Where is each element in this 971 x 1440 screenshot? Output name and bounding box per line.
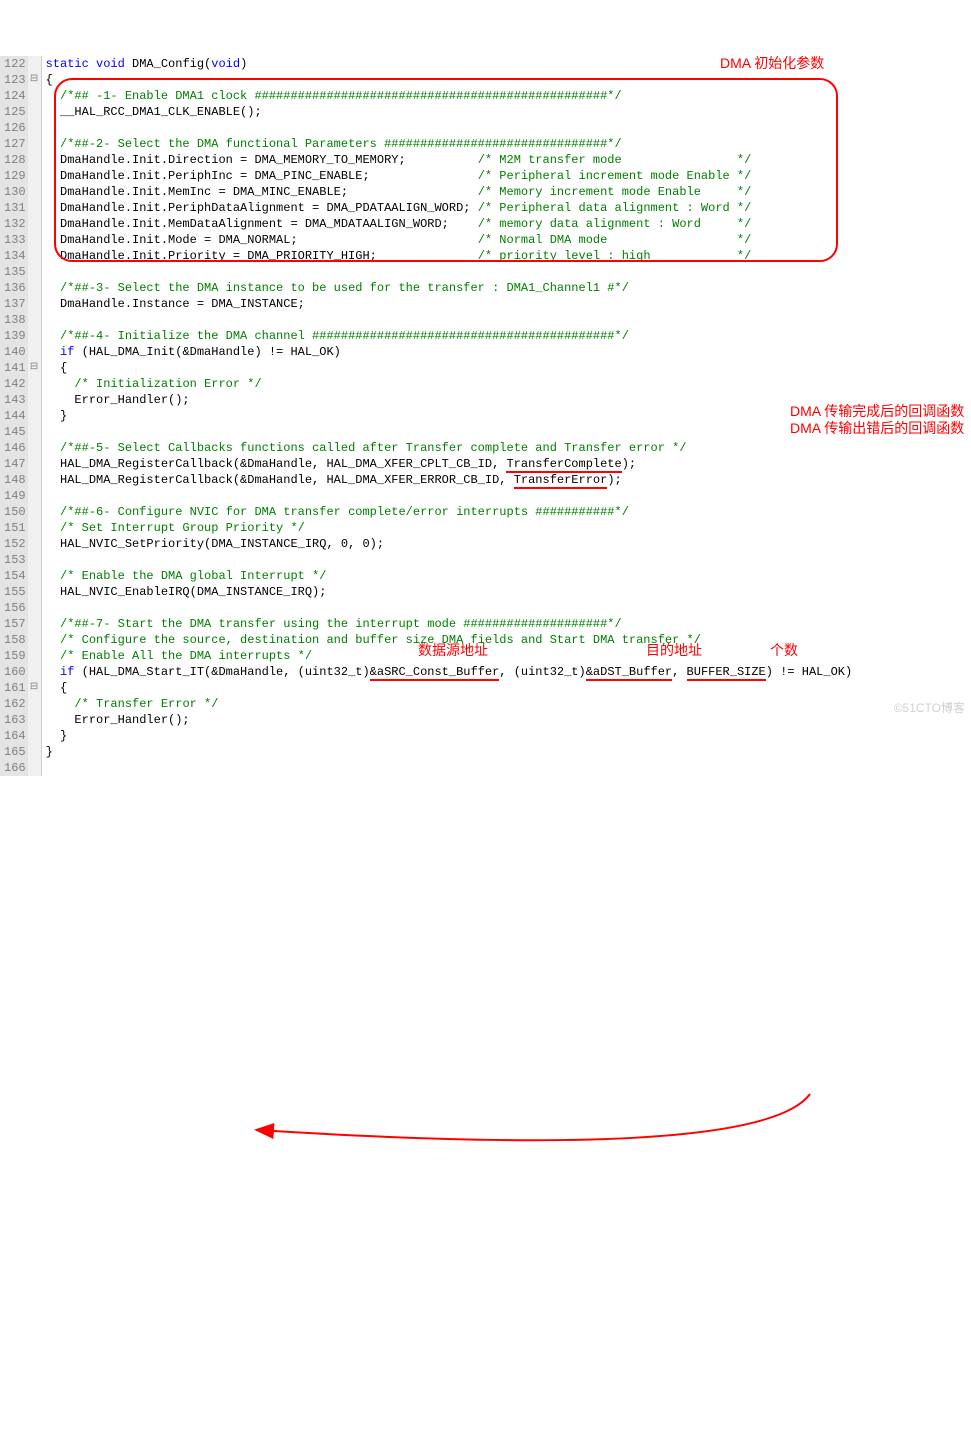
code-editor: 122 123 124 125 126 127 128 129 130 131 …	[0, 56, 971, 776]
watermark: ©51CTO博客	[894, 699, 965, 716]
fold-gutter[interactable]: ⊟ ⊟ ⊟	[28, 56, 42, 776]
annotation-arrow	[0, 832, 971, 1440]
line-number-gutter: 122 123 124 125 126 127 128 129 130 131 …	[0, 56, 28, 776]
code-area[interactable]: static void DMA_Config(void) { /*## -1- …	[42, 56, 853, 776]
